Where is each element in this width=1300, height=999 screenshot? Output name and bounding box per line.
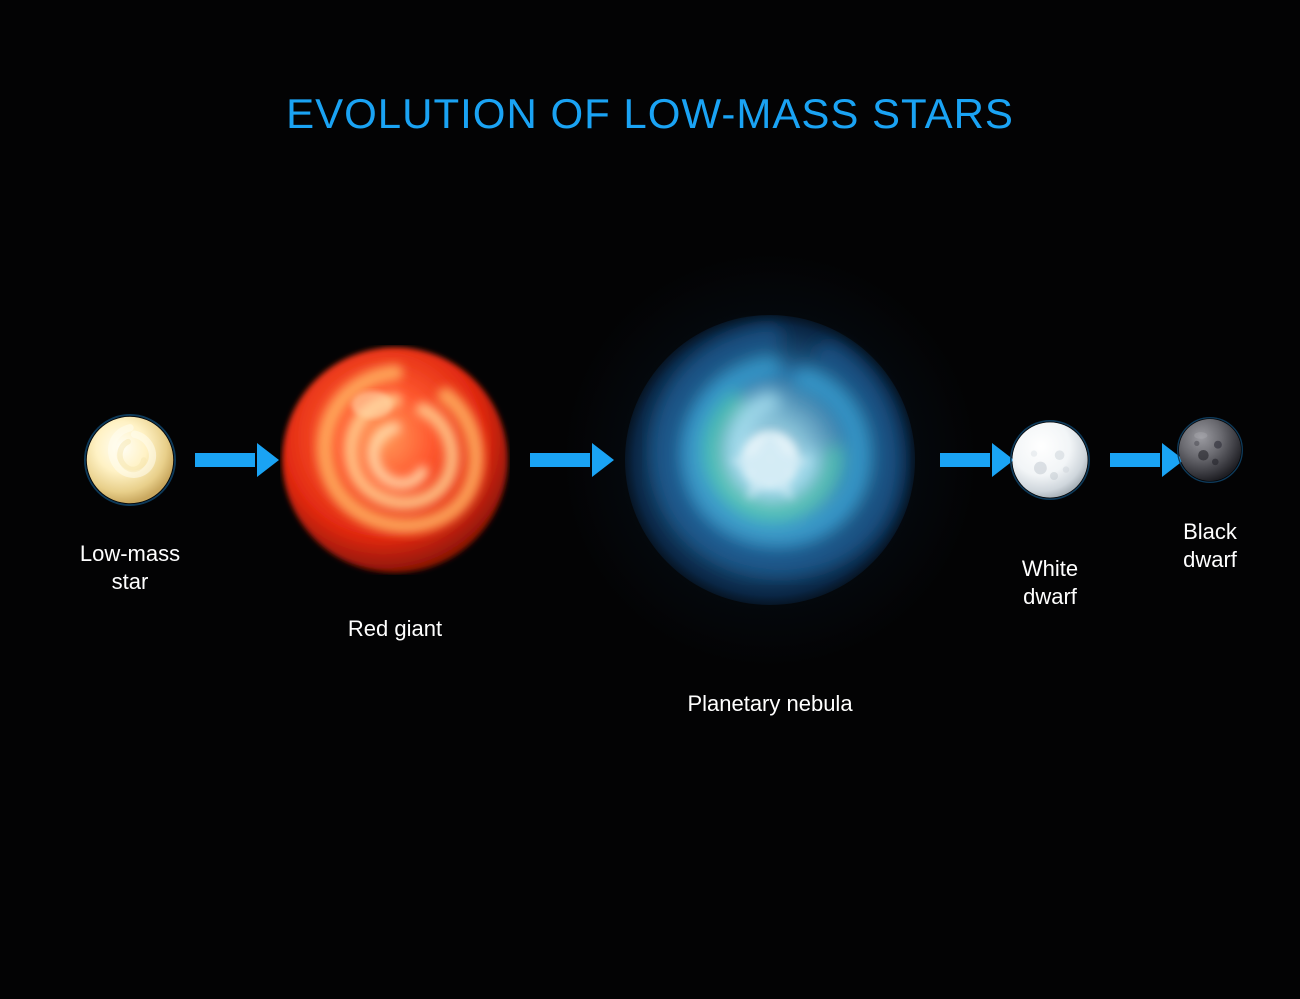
planetary-nebula-icon: [625, 315, 915, 605]
arrow-head-icon: [257, 443, 279, 477]
black-dwarf-icon: [1177, 417, 1243, 483]
arrow-4: [1110, 443, 1182, 477]
arrow-3: [940, 443, 1012, 477]
label-planetary-nebula: Planetary nebula: [687, 690, 852, 718]
stage-low-mass-star: [84, 414, 176, 506]
white-dwarf-icon: [1010, 420, 1090, 500]
stage-red-giant: [280, 345, 510, 575]
arrow-2: [530, 443, 612, 477]
diagram-title: EVOLUTION OF LOW-MASS STARS: [0, 90, 1300, 138]
arrow-shaft: [530, 453, 590, 467]
label-low-mass-star: Low-mass star: [80, 540, 180, 595]
arrow-head-icon: [592, 443, 614, 477]
arrow-shaft: [195, 453, 255, 467]
stage-planetary-nebula: [625, 315, 915, 605]
low-mass-star-icon: [84, 414, 176, 506]
stage-white-dwarf: [1010, 420, 1090, 500]
label-black-dwarf: Black dwarf: [1183, 518, 1237, 573]
stage-black-dwarf: [1177, 417, 1243, 483]
arrow-shaft: [1110, 453, 1160, 467]
label-red-giant: Red giant: [348, 615, 442, 643]
arrow-shaft: [940, 453, 990, 467]
red-giant-icon: [280, 345, 510, 575]
label-white-dwarf: White dwarf: [1022, 555, 1078, 610]
arrow-1: [195, 443, 277, 477]
